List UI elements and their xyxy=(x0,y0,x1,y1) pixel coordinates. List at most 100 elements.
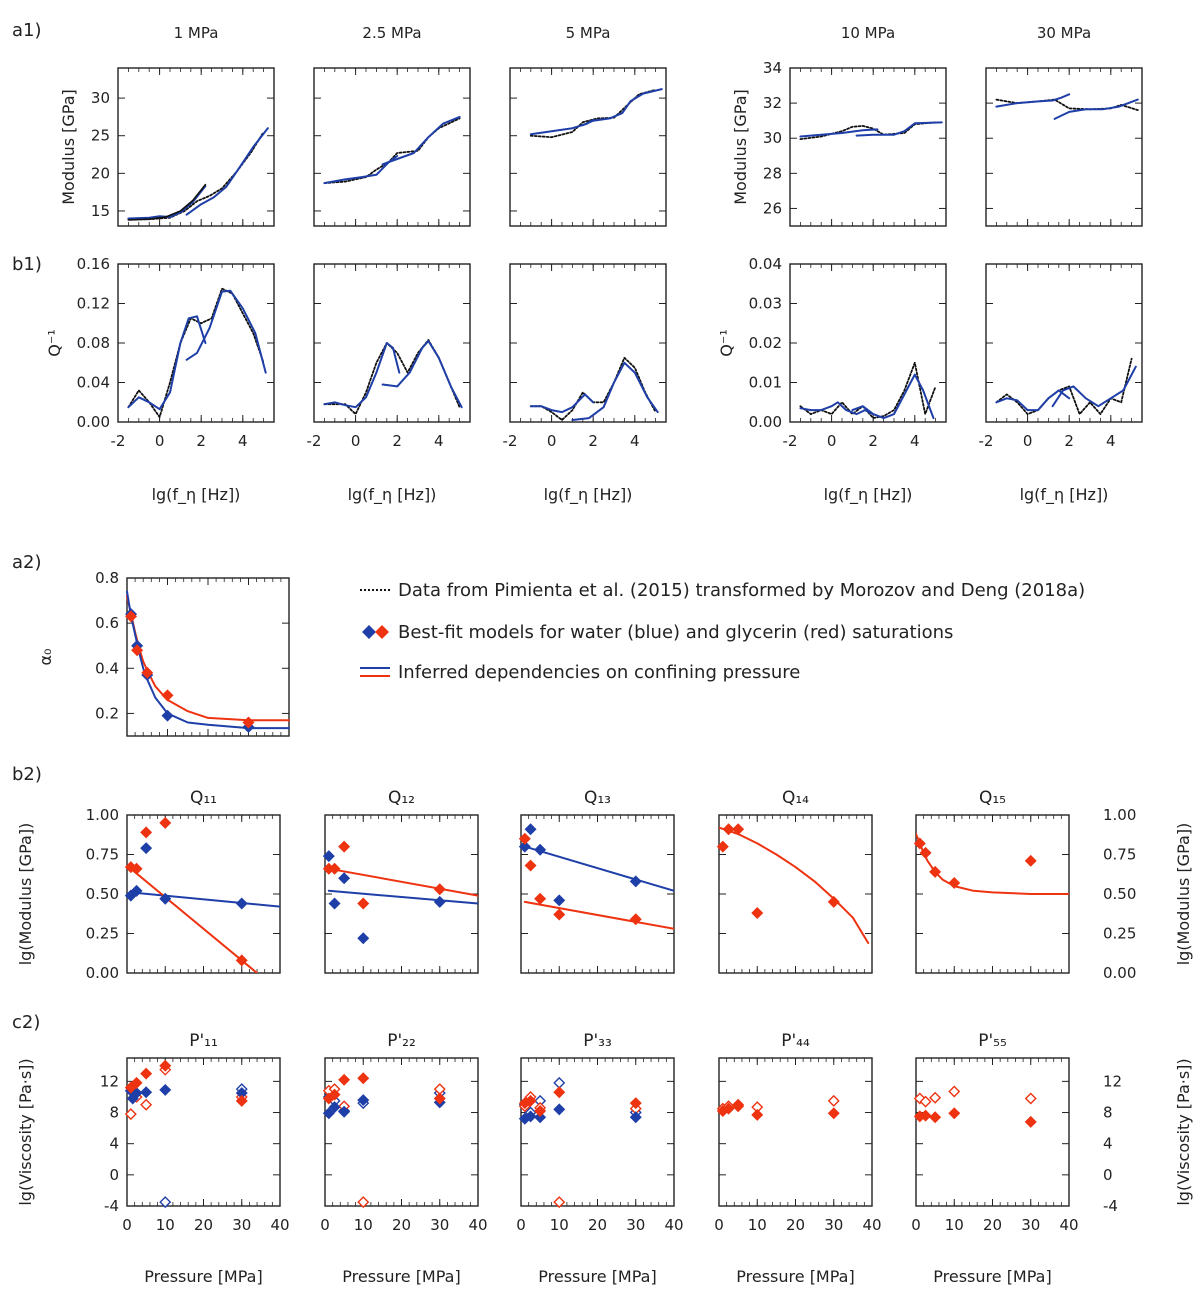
q-panel: -2 0 2 4 lg(f_η [Hz]) xyxy=(503,263,667,505)
x-axis-label: lg(f_η [Hz]) xyxy=(348,485,437,505)
x-tick-label: 4 xyxy=(434,432,444,450)
y-tick-label: 0.03 xyxy=(749,295,782,313)
y-tick-label: 0.16 xyxy=(77,255,110,273)
panel-label: c2) xyxy=(12,1012,40,1033)
y-tick-label-right: 0.25 xyxy=(1103,925,1136,943)
panel-title: P'₂₂ xyxy=(387,1031,416,1051)
panel-title: 10 MPa xyxy=(841,24,895,42)
red-point xyxy=(919,1109,932,1122)
blue-point xyxy=(322,1107,335,1120)
red-point xyxy=(1024,854,1037,867)
red-point xyxy=(433,883,446,896)
y-tick-label: 0.00 xyxy=(749,413,782,431)
red-point xyxy=(629,1097,642,1110)
panel-title: P'₁₁ xyxy=(189,1031,218,1051)
red-point xyxy=(159,1059,172,1072)
x-tick-label: -2 xyxy=(783,432,798,450)
red-point xyxy=(235,1094,248,1107)
axes-frame xyxy=(718,814,873,974)
y-tick-label: 0.4 xyxy=(95,659,119,677)
blue-point xyxy=(357,1094,370,1107)
alpha-panel: 0.2 0.4 0.6 0.8 α₀ xyxy=(36,569,290,737)
x-tick-label: 20 xyxy=(392,1216,411,1234)
y-tick-label: 25 xyxy=(91,127,110,145)
y-tick-label: 0.01 xyxy=(749,374,782,392)
blue-point xyxy=(524,1110,537,1123)
x-axis-label: lg(f_η [Hz]) xyxy=(824,485,913,505)
fit-curve xyxy=(995,389,1071,412)
x-tick-label: 20 xyxy=(194,1216,213,1234)
lg-viscosity-panel: P'₄₄ 0 10 20 30 40 Pressure [MPa] xyxy=(714,1031,881,1286)
modulus-panel: 5 MPa xyxy=(509,24,667,227)
red-point xyxy=(518,832,531,845)
y-tick-label: 0.12 xyxy=(77,295,110,313)
red-point xyxy=(732,1100,745,1113)
data-curve xyxy=(323,339,461,415)
data-curve xyxy=(127,131,265,221)
y-tick-label: 0.6 xyxy=(95,614,119,632)
red-point xyxy=(929,865,942,878)
panel-label: a2) xyxy=(12,552,42,573)
blue-point xyxy=(553,1103,566,1116)
q-panel: -2 0 2 4 lg(f_η [Hz]) xyxy=(307,263,471,505)
lg-modulus-panel: Q₁₃ xyxy=(518,788,675,974)
lg-modulus-panel: Q₁₁ 0.00 0.25 0.50 0.75 1.00 lg(Modulus [GPa]) xyxy=(16,788,281,982)
legend: Data from Pimienta et al. (2015) transfo… xyxy=(360,580,1085,683)
fit-curve xyxy=(995,93,1071,108)
y-tick-label-right: 0.50 xyxy=(1103,885,1136,903)
x-tick-label: 30 xyxy=(824,1216,843,1234)
red-point xyxy=(130,1076,143,1089)
red-point xyxy=(716,840,729,853)
blue-point xyxy=(338,1105,351,1118)
y-tick-label: 20 xyxy=(91,164,110,182)
fit-curve xyxy=(581,88,663,127)
red-point xyxy=(524,1094,537,1107)
y-tick-label-right: -4 xyxy=(1103,1197,1118,1215)
blue-point xyxy=(518,840,531,853)
blue-point xyxy=(524,823,537,836)
x-axis-label: Pressure [MPa] xyxy=(736,1267,854,1286)
panel-title: Q₁₄ xyxy=(782,788,809,808)
blue-trend-line xyxy=(327,889,478,905)
red-point xyxy=(948,1107,961,1120)
blue-point xyxy=(534,1111,547,1124)
y-tick-label-right: 4 xyxy=(1103,1135,1113,1153)
x-tick-label: -2 xyxy=(503,432,518,450)
y-tick-label: 0.00 xyxy=(86,964,119,982)
blue-point xyxy=(629,875,642,888)
red-point xyxy=(722,823,735,836)
y-tick-label: -4 xyxy=(104,1197,119,1215)
fit-curve xyxy=(381,115,461,166)
blue-trend-curve xyxy=(126,590,290,730)
y-tick-label-right: 8 xyxy=(1103,1104,1113,1122)
blue-point xyxy=(534,843,547,856)
plot-area xyxy=(523,845,674,930)
fit-curve xyxy=(799,401,875,416)
plot-area xyxy=(323,115,461,185)
fit-curve xyxy=(323,342,401,409)
x-tick-label: 0 xyxy=(1023,432,1033,450)
y-tick-label: 28 xyxy=(763,164,782,182)
red-point xyxy=(328,862,341,875)
blue-point xyxy=(235,897,248,910)
x-tick-label: 0 xyxy=(714,1216,724,1234)
red-point xyxy=(140,1067,153,1080)
blue-point xyxy=(161,709,174,722)
x-axis-label: lg(f_η [Hz]) xyxy=(544,485,633,505)
x-tick-label: 10 xyxy=(550,1216,569,1234)
y-tick-label: 0.2 xyxy=(95,704,119,722)
blue-point xyxy=(553,894,566,907)
x-tick-label: 2 xyxy=(196,432,206,450)
red-point xyxy=(159,816,172,829)
panel-title: 1 MPa xyxy=(174,24,219,42)
red-trend-line xyxy=(523,900,674,930)
red-point xyxy=(751,906,764,919)
panel-title: Q₁₅ xyxy=(979,788,1006,808)
x-axis-label: Pressure [MPa] xyxy=(144,1267,262,1286)
blue-open-point xyxy=(159,1196,172,1209)
fit-curve xyxy=(1051,365,1137,408)
x-tick-label: 4 xyxy=(1106,432,1116,450)
x-tick-label: 20 xyxy=(786,1216,805,1234)
panel-label: b2) xyxy=(12,764,42,785)
red-open-point xyxy=(929,1091,942,1104)
